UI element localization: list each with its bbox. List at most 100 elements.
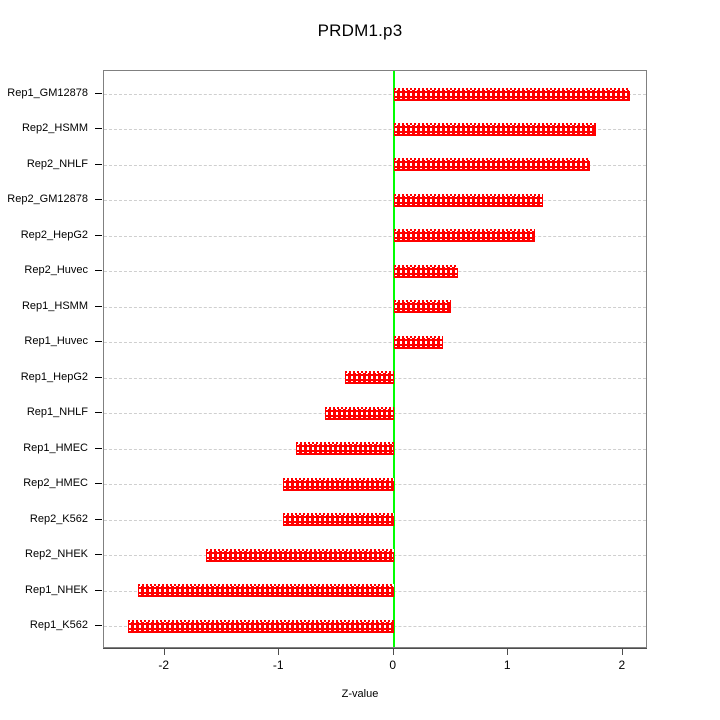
x-axis-tick-label: 1	[503, 658, 511, 672]
x-axis-tick	[278, 648, 280, 655]
bar-hatch	[297, 447, 393, 451]
bar-hatch	[345, 373, 393, 375]
bar-hatch	[345, 381, 393, 383]
y-axis-tick	[95, 93, 102, 94]
bar-hatch	[394, 340, 442, 344]
grid-line	[104, 306, 646, 308]
bar-hatch	[283, 482, 393, 486]
bar-hatch	[394, 89, 629, 91]
bar-hatch	[345, 376, 393, 380]
page-title: PRDM1.p3	[317, 21, 403, 40]
bar-hatch	[394, 124, 596, 126]
bar-hatch	[206, 558, 393, 560]
bar-hatch	[206, 550, 393, 552]
bar-hatch	[139, 594, 393, 596]
y-axis-tick-label: Rep2_HepG2	[20, 228, 88, 241]
y-axis-tick	[95, 234, 102, 236]
y-axis-tick	[95, 589, 102, 591]
bar	[393, 87, 630, 101]
grid-line	[104, 271, 646, 273]
bar-hatch	[326, 416, 393, 418]
y-axis-tick-label: Rep2_HMEC	[23, 477, 88, 490]
y-axis-tick	[95, 341, 102, 343]
bar-hatch	[394, 266, 457, 268]
bar-hatch	[129, 621, 393, 623]
bar	[138, 584, 394, 598]
x-axis-tick	[621, 648, 623, 655]
bar-hatch	[394, 231, 534, 233]
bar-hatch	[394, 274, 457, 276]
x-axis-tick-label: -2	[158, 658, 170, 672]
y-axis-tick-label: Rep2_NHEK	[25, 548, 88, 561]
bar-hatch	[297, 444, 393, 446]
bar-hatch	[394, 345, 442, 347]
y-axis-tick-label: Rep2_NHLF	[26, 157, 88, 170]
x-axis-tick-label: 0	[389, 658, 397, 672]
bar-hatch	[283, 479, 393, 481]
y-axis-tick-group	[95, 70, 103, 648]
bar	[393, 229, 535, 243]
bar	[393, 158, 590, 172]
x-axis-tick	[163, 648, 165, 655]
y-axis-tick	[95, 128, 102, 130]
bar-hatch	[394, 203, 542, 205]
bar-hatch	[394, 160, 589, 162]
y-axis-tick-label: Rep2_GM12878	[7, 193, 88, 206]
bar	[393, 300, 451, 314]
bar-hatch	[283, 515, 393, 517]
y-axis-tick-label: Rep2_K562	[29, 512, 88, 525]
bar-hatch	[394, 269, 457, 273]
grid-line	[104, 235, 646, 237]
bar-hatch	[129, 624, 393, 628]
bar-hatch	[394, 310, 450, 312]
grid-line	[104, 94, 646, 95]
bar-hatch	[129, 629, 393, 631]
bar-hatch	[394, 168, 589, 170]
bar-hatch	[283, 518, 393, 522]
bar-hatch	[139, 586, 393, 588]
bar	[128, 619, 394, 633]
bar	[282, 513, 394, 527]
zero-reference-line	[392, 71, 395, 647]
grid-line	[104, 164, 646, 166]
bar	[296, 442, 394, 456]
bar	[282, 477, 394, 491]
x-axis-line	[103, 648, 647, 649]
bar-hatch	[394, 195, 542, 197]
y-axis-tick	[95, 518, 102, 520]
bar-hatch	[206, 553, 393, 557]
y-axis-tick	[95, 625, 102, 626]
bar-hatch	[394, 163, 589, 167]
y-axis-tick	[95, 199, 102, 201]
bar	[393, 264, 458, 278]
y-axis-tick-label: Rep1_NHLF	[26, 406, 88, 419]
y-axis-tick-label: Rep1_Huvec	[24, 335, 88, 348]
y-axis-tick-label: Rep1_K562	[29, 619, 88, 631]
x-axis-tick	[507, 648, 509, 655]
bar-hatch	[394, 97, 629, 99]
y-axis-tick	[95, 270, 102, 272]
bar-hatch	[283, 487, 393, 489]
y-axis-tick-label: Rep2_HSMM	[21, 122, 88, 135]
bar-hatch	[283, 523, 393, 525]
bar	[393, 193, 543, 207]
bar	[344, 371, 394, 385]
x-axis-tick-label: 2	[618, 658, 626, 672]
bar-hatch	[394, 234, 534, 238]
y-axis-tick-label: Rep1_GM12878	[7, 87, 88, 99]
y-axis-tick-label: Rep2_Huvec	[24, 264, 88, 277]
y-axis-tick	[95, 554, 102, 556]
bar	[393, 335, 443, 349]
y-axis-tick-label: Rep1_NHEK	[25, 583, 88, 596]
bar-hatch	[394, 337, 442, 339]
bar-hatch	[297, 452, 393, 454]
y-axis-tick	[95, 163, 102, 165]
bar-hatch	[326, 411, 393, 415]
grid-line	[104, 129, 646, 131]
bar-hatch	[394, 239, 534, 241]
bar-hatch	[394, 302, 450, 304]
grid-line	[104, 342, 646, 344]
y-axis-tick-label: Rep1_HepG2	[20, 370, 88, 383]
bar-hatch	[139, 589, 393, 593]
x-axis-tick	[392, 648, 394, 655]
